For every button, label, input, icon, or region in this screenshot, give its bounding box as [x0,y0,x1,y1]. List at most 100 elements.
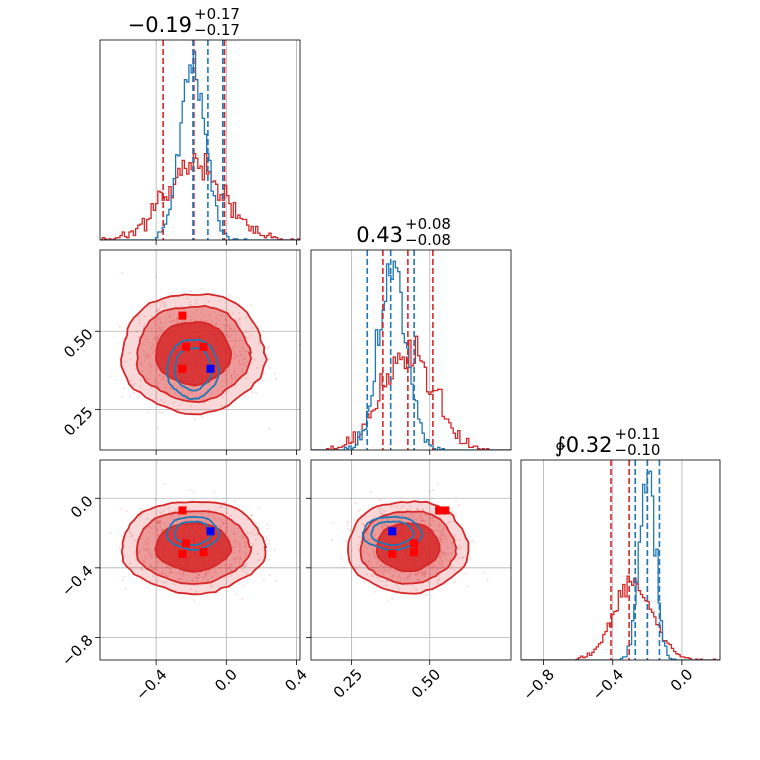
red-sample-point [237,312,240,315]
red-sample-point [222,324,225,327]
red-sample-point [207,512,210,515]
red-sample-point [173,401,176,404]
red-sample-point [146,543,149,546]
red-sample-point [439,563,442,566]
y-tick-label: 0.50 [60,325,96,361]
red-sample-point [438,524,441,527]
red-sample-point [146,353,149,356]
red-sample-point [399,507,402,510]
red-sample-point [139,515,142,519]
red-sample-point [221,523,225,526]
red-sample-point [237,549,240,553]
red-sample-point [180,390,183,394]
red-sample-point [144,555,147,558]
red-sample-point [228,327,231,330]
red-sample-point [158,533,161,536]
red-sample-point [176,408,179,411]
red-sample-point [420,571,424,574]
red-sample-point [214,323,217,326]
red-sample-point [159,328,162,331]
red-sample-point [140,507,143,510]
red-sample-point [436,579,439,582]
red-sample-point [378,560,381,563]
red-sample-point [391,597,394,601]
red-sample-point [233,559,237,562]
red-sample-point [346,520,349,523]
red-true-value-marker [317,318,325,326]
red-sample-point [239,353,242,356]
red-sample-point [233,532,236,536]
red-sample-point [265,353,269,357]
red-sample-point [441,560,444,564]
red-sample-point [197,576,200,580]
red-true-value-marker [178,506,187,515]
red-sample-point [158,520,162,523]
red-sample-point [450,552,453,555]
red-sample-point [227,567,230,570]
red-sample-point [234,355,237,359]
red-sample-point [266,347,269,350]
red-sample-point [420,573,423,577]
red-sample-point [245,542,248,545]
red-sample-point [147,553,150,557]
red-sample-point [149,366,152,369]
red-sample-point [144,558,147,561]
red-sample-point [421,517,424,521]
panel-frame [99,249,301,451]
red-sample-point [141,568,144,572]
parameter-title-upper-error: +0.11 [615,425,661,443]
red-sample-point [143,350,146,353]
panel-0-1 [95,249,325,455]
red-sample-point [181,574,184,577]
red-sample-point [443,526,446,529]
red-sample-point [407,575,411,578]
red-sample-point [266,527,269,531]
red-sample-point [149,552,152,556]
red-sample-point [356,543,359,546]
red-sample-point [398,587,401,590]
red-sample-point [228,566,231,569]
red-sample-point [217,517,220,520]
red-sample-point [439,559,442,562]
red-sample-point [223,522,226,525]
red-sample-point [143,560,146,564]
red-sample-point [204,520,207,523]
red-sample-point [155,339,158,343]
red-sample-point [155,559,158,562]
red-sample-point [219,525,222,528]
red-sample-point [224,373,227,376]
red-sample-point [204,520,207,523]
red-sample-point [131,534,134,537]
red-sample-point [150,386,153,389]
red-sample-point [362,523,365,526]
red-sample-point [439,556,443,559]
red-sample-point [440,537,443,541]
red-sample-point [229,539,232,542]
red-sample-point [173,583,176,586]
parameter-title-lower-error: −0.08 [405,231,451,249]
red-sample-point [161,376,164,379]
red-sample-point [165,384,168,387]
red-sample-point [366,531,369,534]
red-sample-point [419,512,422,516]
red-sample-point [233,546,236,549]
red-sample-point [232,372,235,375]
red-sample-point [384,569,387,572]
red-sample-point [238,550,242,554]
x-tick-label: 0.0 [211,665,241,695]
red-sample-point [156,309,159,312]
red-sample-point [163,386,166,390]
red-sample-point [161,528,164,531]
red-sample-point [233,328,236,331]
red-sample-point [439,530,442,533]
red-sample-point [193,599,196,602]
red-sample-point [168,510,172,513]
red-sample-point [226,323,229,327]
red-sample-point [417,572,420,575]
red-sample-point [238,339,241,342]
red-sample-point [161,529,164,532]
red-sample-point [423,573,426,576]
red-sample-point [421,507,424,510]
red-sample-point [181,388,184,391]
panel-content [311,250,511,450]
